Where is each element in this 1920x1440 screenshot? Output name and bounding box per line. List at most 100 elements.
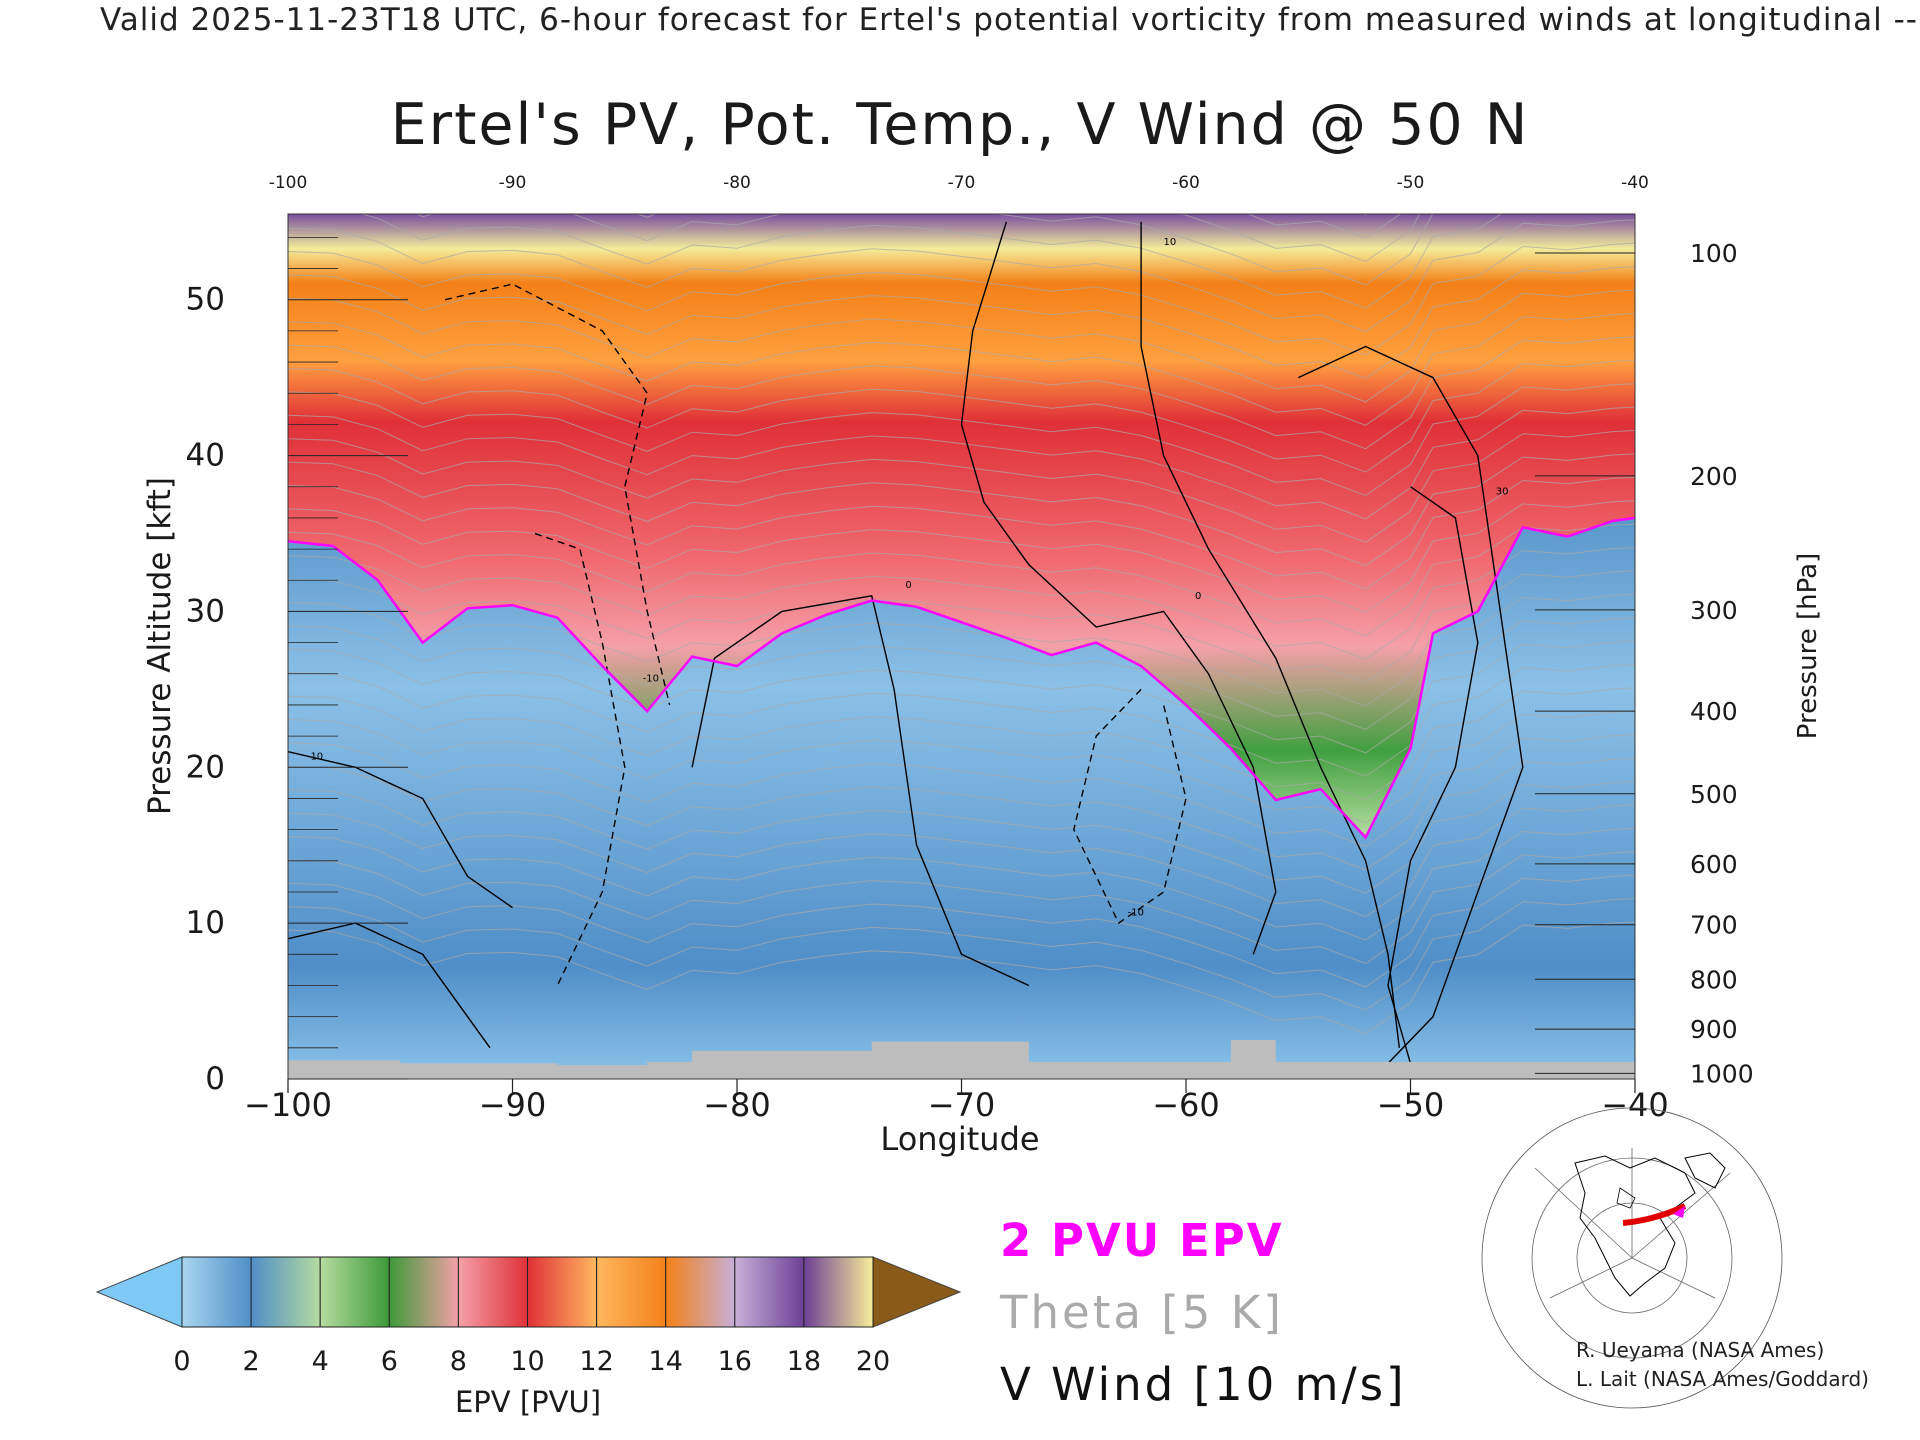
colorbar-tick-label: 18 [787,1346,821,1377]
terrain-area [288,1040,1635,1079]
plot-field: 0 0 30 -10 -10 10 10 [288,0,1635,1079]
theta-line [288,0,1635,74]
theta-line [288,313,1635,426]
y-right-tick-label: 100 [1690,239,1738,268]
theta-line [288,734,1635,848]
theta-line [288,710,1635,824]
colorbar-tick-label: 12 [579,1346,613,1377]
theta-line [288,289,1635,403]
theta-line [288,523,1635,637]
x-axis-label: Longitude [880,1120,1039,1158]
y-left-tick-label: 0 [205,1061,225,1097]
x-tick-label: −80 [703,1086,771,1124]
v-wind-contour-label: 10 [1164,237,1177,248]
colorbar-tick-label: 8 [450,1346,467,1377]
colorbar-segment [527,1256,598,1328]
y-left-tick-label: 30 [186,593,225,629]
x-top-tick-label: -70 [948,173,976,193]
colorbar-segment [596,1256,667,1328]
v-wind-line [288,922,491,1049]
colorbar-segment [388,1256,459,1328]
v-wind-contour-label: 30 [1496,487,1509,498]
colorbar-segment [250,1256,321,1328]
v-wind-line [1140,221,1400,1048]
y-axis-right-label: Pressure [hPa] [1793,553,1823,740]
x-top-tick-label: -100 [269,173,308,193]
troposphere-field [288,517,1635,1079]
y-right-tick-label: 600 [1690,850,1738,879]
theta-line [288,0,1635,98]
theta-line [288,0,1635,51]
colorbar-tick-label: 4 [312,1346,329,1377]
colorbar-tick-label: 20 [856,1346,890,1377]
colorbar-segment [319,1256,390,1328]
v-wind-line [691,594,1030,987]
legend-theta: Theta [5 K] [999,1286,1284,1339]
v-wind-line [444,283,671,706]
theta-line [288,476,1635,590]
theta-line [288,219,1635,333]
y-right-tick-label: 700 [1690,911,1738,940]
y-right-tick-label: 1000 [1690,1059,1754,1088]
theta-line [288,874,1635,988]
theta-line [288,827,1635,941]
y-right-tick-label: 800 [1690,965,1738,994]
v-wind-line [534,532,626,986]
colorbar-tick-label: 6 [381,1346,398,1377]
theta-line [288,617,1635,731]
y-right-tick-label: 500 [1690,780,1738,809]
colorbar-tick-label: 2 [243,1346,260,1377]
theta-line [288,593,1635,707]
x-tick-label: −100 [244,1086,332,1124]
v-wind-contour-label: -10 [1128,907,1144,918]
v-wind-line [1298,345,1524,1064]
legend-pv: 2 PVU EPV [1000,1214,1284,1267]
colorbar-tick-label: 16 [718,1346,752,1377]
x-tick-label: −40 [1601,1086,1669,1124]
x-top-tick-label: -40 [1621,173,1649,193]
v-wind-contour-label: -10 [643,674,659,685]
theta-line [288,570,1635,684]
theta-line [288,359,1635,473]
x-top-tick-label: -50 [1397,173,1425,193]
v-wind-line [1073,688,1187,925]
valid-time-header: Valid 2025-11-23T18 UTC, 6-hour forecast… [0,2,1920,42]
x-top-tick-label: -80 [723,173,751,193]
v-wind-contours: 0 0 30 -10 -10 10 10 [288,221,1524,1064]
credits: R. Ueyama (NASA Ames) L. Lait (NASA Ames… [1576,1336,1869,1394]
x-tick-label: −70 [928,1086,996,1124]
theta-line [288,406,1635,520]
colorbar-segment [181,1256,252,1328]
y-left-tick-label: 20 [186,749,225,785]
v-wind-contour-label: 0 [1195,591,1201,602]
y-right-tick-label: 300 [1690,596,1738,625]
v-wind-contour-label: 0 [905,580,911,591]
pv-2pvu-contour [288,516,1635,840]
y-left-tick-label: 10 [186,905,225,941]
colorbar-segment [665,1256,736,1328]
x-tick-label: −50 [1377,1086,1445,1124]
theta-line [288,336,1635,450]
colorbar-segment [803,1256,874,1328]
x-tick-label: −60 [1152,1086,1220,1124]
credit-line-2: L. Lait (NASA Ames/Goddard) [1576,1367,1869,1391]
theta-line [359,214,1502,309]
y-axis-left-label: Pressure Altitude [kft] [142,477,178,815]
colorbar-label: EPV [PVU] [455,1385,601,1419]
y-left-tick-label: 50 [186,282,225,318]
colorbar-tick-label: 14 [649,1346,683,1377]
colorbar: 0 2 4 6 8 10 12 14 16 18 20 [95,1256,962,1377]
axes: −100-100−90-90−80-80−70-70−60-60−50-50−4… [186,173,1754,1124]
theta-line [288,242,1635,356]
colorbar-over-arrow [872,1256,962,1328]
theta-line [288,430,1635,543]
v-wind-line [288,751,513,909]
theta-contours [288,0,1635,1035]
x-top-tick-label: -90 [499,173,527,193]
v-wind-line [960,221,1277,955]
chart-title: Ertel's PV, Pot. Temp., V Wind @ 50 N [391,92,1530,158]
x-top-tick-label: -60 [1172,173,1200,193]
y-right-tick-label: 200 [1690,462,1738,491]
v-wind-contour-label: 10 [310,751,323,762]
